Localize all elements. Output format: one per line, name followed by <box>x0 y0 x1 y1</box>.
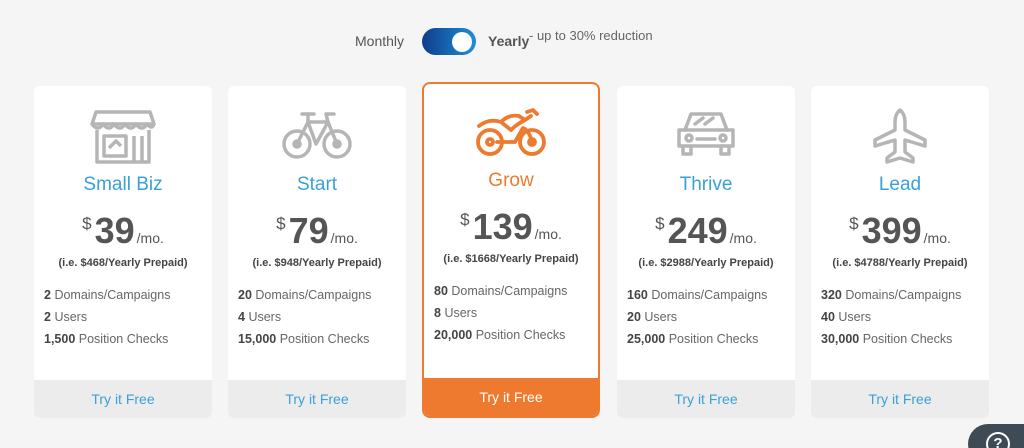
car-icon <box>677 112 735 156</box>
try-free-button[interactable]: Try it Free <box>811 380 989 418</box>
feature-list: 80 Domains/Campaigns 8 Users 20,000 Posi… <box>434 283 590 349</box>
airplane-icon <box>873 108 927 164</box>
feature-domains: 20 Domains/Campaigns <box>238 288 372 302</box>
billing-period-switch[interactable] <box>422 28 476 55</box>
reduction-note: - up to 30% reduction <box>529 28 653 43</box>
feature-domains: 160 Domains/Campaigns <box>627 288 768 302</box>
price-period: /mo. <box>136 230 164 246</box>
try-free-button[interactable]: Try it Free <box>228 380 406 418</box>
plan-card-lead: Lead $399/mo. (i.e. $4788/Yearly Prepaid… <box>811 86 989 418</box>
currency-symbol: $ <box>655 214 665 233</box>
price-period: /mo. <box>729 230 757 246</box>
price-period: /mo. <box>330 230 358 246</box>
price: $79/mo. <box>228 210 406 252</box>
plan-card-thrive: Thrive $249/mo. (i.e. $2988/Yearly Prepa… <box>617 86 795 418</box>
feature-position-checks: 25,000 Position Checks <box>627 332 759 346</box>
feature-position-checks: 1,500 Position Checks <box>44 332 169 346</box>
feature-users: 4 Users <box>238 310 282 324</box>
currency-symbol: $ <box>82 214 92 233</box>
plan-card-small-biz: Small Biz $39/mo. (i.e. $468/Yearly Prep… <box>34 86 212 418</box>
feature-domains: 2 Domains/Campaigns <box>44 288 171 302</box>
feature-users: 8 Users <box>434 306 478 320</box>
price-period: /mo. <box>534 226 562 242</box>
billing-toggle-row: Monthly Yearly - up to 30% reduction <box>0 24 1024 64</box>
feature-list: 160 Domains/Campaigns 20 Users 25,000 Po… <box>627 287 787 353</box>
plan-card-grow: Grow $139/mo. (i.e. $1668/Yearly Prepaid… <box>422 82 600 418</box>
currency-symbol: $ <box>849 214 859 233</box>
prepaid-note: (i.e. $2988/Yearly Prepaid) <box>638 257 774 269</box>
help-button[interactable]: ? <box>968 424 1024 448</box>
feature-users: 2 Users <box>44 310 88 324</box>
prepaid-note: (i.e. $4788/Yearly Prepaid) <box>832 257 968 269</box>
plan-name: Lead <box>878 174 922 195</box>
price: $399/mo. <box>811 210 989 252</box>
price: $139/mo. <box>424 206 598 248</box>
try-free-button[interactable]: Try it Free <box>617 380 795 418</box>
yearly-label[interactable]: Yearly <box>488 33 530 49</box>
price: $249/mo. <box>617 210 795 252</box>
price-amount: 39 <box>94 210 135 251</box>
try-free-button[interactable]: Try it Free <box>34 380 212 418</box>
feature-list: 20 Domains/Campaigns 4 Users 15,000 Posi… <box>238 287 398 353</box>
price-period: /mo. <box>923 230 951 246</box>
switch-knob <box>452 31 472 52</box>
feature-users: 40 Users <box>821 310 872 324</box>
plan-card-start: Start $79/mo. (i.e. $948/Yearly Prepaid)… <box>228 86 406 418</box>
currency-symbol: $ <box>460 210 470 229</box>
price-amount: 249 <box>667 210 728 251</box>
feature-position-checks: 20,000 Position Checks <box>434 328 566 342</box>
plan-name: Thrive <box>679 174 733 195</box>
plan-name: Grow <box>488 170 534 191</box>
prepaid-note: (i.e. $948/Yearly Prepaid) <box>252 257 382 269</box>
feature-users: 20 Users <box>627 310 678 324</box>
feature-domains: 80 Domains/Campaigns <box>434 284 568 298</box>
prepaid-note: (i.e. $468/Yearly Prepaid) <box>58 257 188 269</box>
price-amount: 399 <box>861 210 922 251</box>
price-amount: 79 <box>288 210 329 251</box>
monthly-label[interactable]: Monthly <box>355 33 405 49</box>
bicycle-icon <box>282 112 352 159</box>
price: $39/mo. <box>34 210 212 252</box>
price-amount: 139 <box>472 206 533 247</box>
plan-name: Small Biz <box>83 174 163 195</box>
help-icon: ? <box>986 432 1010 448</box>
currency-symbol: $ <box>276 214 286 233</box>
motorcycle-icon <box>476 108 546 156</box>
feature-position-checks: 30,000 Position Checks <box>821 332 953 346</box>
prepaid-note: (i.e. $1668/Yearly Prepaid) <box>443 253 579 265</box>
feature-list: 320 Domains/Campaigns 40 Users 30,000 Po… <box>821 287 981 353</box>
plan-name: Start <box>296 174 338 195</box>
store-icon <box>90 110 156 164</box>
feature-list: 2 Domains/Campaigns 2 Users 1,500 Positi… <box>44 287 204 353</box>
try-free-button[interactable]: Try it Free <box>424 378 598 416</box>
feature-domains: 320 Domains/Campaigns <box>821 288 962 302</box>
feature-position-checks: 15,000 Position Checks <box>238 332 370 346</box>
